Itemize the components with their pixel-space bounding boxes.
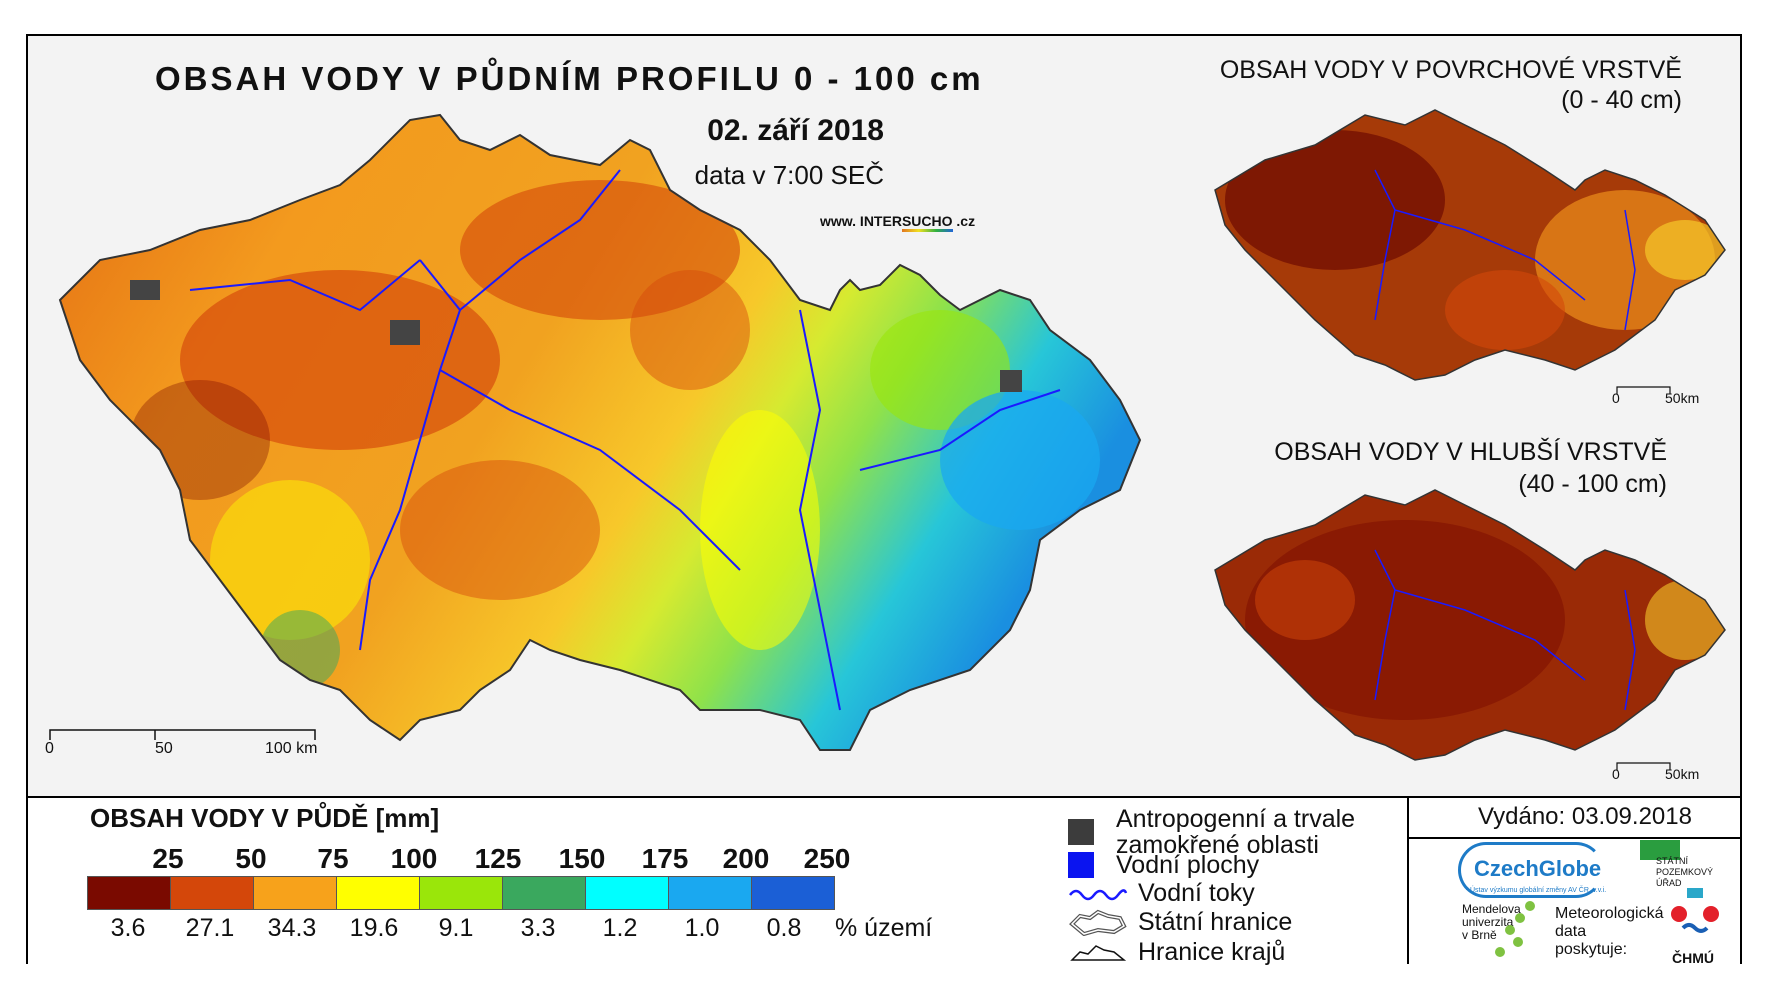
issued-divider	[1409, 837, 1742, 839]
legend-swatch	[669, 877, 752, 909]
legend-river-label: Vodní toky	[1138, 879, 1255, 907]
legend-threshold: 175	[641, 843, 689, 874]
legend-state-border-label: Státní hranice	[1138, 908, 1293, 936]
spu-logo-mark	[1640, 840, 1680, 860]
legend-water-row: Vodní plochy	[1068, 852, 1259, 878]
legend-swatch	[420, 877, 503, 909]
main-scale-bar	[49, 729, 316, 740]
legend-swatch	[752, 877, 834, 909]
mendelu-logo-text-2: univerzita	[1462, 915, 1514, 929]
legend-threshold: 75	[317, 843, 349, 874]
legend-threshold: 250	[803, 843, 851, 874]
chmu-logo-text: ČHMÚ	[1672, 950, 1714, 966]
legend-swatch	[337, 877, 420, 909]
legend-threshold: 100	[390, 843, 438, 874]
legend-threshold: 50	[235, 843, 267, 874]
legend-anthro-label-2: zamokřené oblasti	[1116, 831, 1319, 859]
met-data-text-2: data	[1555, 923, 1587, 940]
chmu-logo-mark	[1671, 888, 1719, 933]
legend-swatch	[88, 877, 171, 909]
legend-threshold: 150	[558, 843, 606, 874]
legend-swatch	[503, 877, 586, 909]
surface-scale-50: 50km	[1665, 390, 1700, 406]
legend-swatch	[254, 877, 337, 909]
legend-threshold: 125	[474, 843, 522, 874]
deep-scale-0: 0	[1612, 766, 1620, 782]
legend-divider	[1407, 796, 1409, 964]
main-soil-water-map	[58, 113, 1142, 751]
issued-date: Vydáno: 03.09.2018	[1478, 803, 1692, 830]
legend-percent: 0.8	[766, 914, 802, 942]
legend-swatch	[586, 877, 669, 909]
water-body-swatch	[1068, 852, 1094, 878]
met-data-text: Meteorologická data poskytuje:	[1555, 905, 1664, 959]
river-line-icon	[1069, 889, 1128, 901]
mendelu-logo-text-1: Mendelova	[1462, 902, 1521, 916]
surface-scale-0: 0	[1612, 390, 1620, 406]
surface-map-subtitle: (0 - 40 cm)	[1561, 86, 1682, 114]
czechglobe-logo-text: CzechGlobe	[1474, 856, 1602, 881]
legend-percent: 27.1	[185, 914, 235, 942]
legend-threshold: 200	[722, 843, 770, 874]
website-link[interactable]: www. INTERSUCHO .cz	[820, 213, 975, 232]
surface-map-title: OBSAH VODY V POVRCHOVÉ VRSTVĚ	[1219, 56, 1682, 84]
met-data-text-3: poskytuje:	[1555, 941, 1628, 958]
deep-map-title: OBSAH VODY V HLUBŠÍ VRSTVĚ	[1274, 438, 1667, 466]
surface-layer-map	[1214, 109, 1726, 381]
legend-unit: % území	[835, 914, 933, 942]
surface-scale-bar	[1616, 386, 1671, 394]
spu-logo-text-3: ÚŘAD	[1656, 878, 1682, 888]
deep-layer-map	[1214, 489, 1726, 761]
legend-percent: 34.3	[267, 914, 317, 942]
main-scale-50: 50	[155, 740, 173, 757]
legend-state-border-row: Státní hranice	[1068, 908, 1292, 936]
anthropogenic-area-swatch	[1068, 819, 1094, 845]
legend-anthro-row: Antropogenní a trvale zamokřené oblasti	[1068, 806, 1355, 858]
mendelu-logo-text-3: v Brně	[1462, 928, 1497, 942]
legend-threshold: 25	[152, 843, 184, 874]
legend-percent: 3.3	[520, 914, 556, 942]
legend-anthro-label-1: Antropogenní a trvale	[1116, 805, 1356, 833]
main-map-time: data v 7:00 SEČ	[694, 160, 884, 190]
deep-scale-50: 50km	[1665, 766, 1700, 782]
spu-logo-text-2: POZEMKOVÝ	[1656, 867, 1714, 877]
main-scale-0: 0	[45, 740, 54, 757]
state-border-icon	[1069, 909, 1127, 936]
legend-percent: 1.2	[602, 914, 638, 942]
met-data-text-1: Meteorologická	[1555, 905, 1664, 922]
czechglobe-subtitle: Ústav výzkumu globální změny AV ČR, v.v.…	[1470, 887, 1607, 894]
legend-percent: 9.1	[438, 914, 474, 942]
czechglobe-logo	[1458, 842, 1604, 898]
legend-percent: 1.0	[684, 914, 720, 942]
legend-title: OBSAH VODY V PŮDĚ [mm]	[90, 803, 440, 833]
spu-logo-text-1: STÁTNÍ	[1656, 856, 1689, 866]
legend-water-label: Vodní plochy	[1116, 851, 1260, 879]
deep-map-subtitle: (40 - 100 cm)	[1518, 470, 1667, 498]
legend-region-border-row: Hranice krajů	[1068, 938, 1285, 966]
region-border-icon	[1070, 945, 1127, 961]
main-map-date: 02. září 2018	[707, 114, 884, 147]
mendelu-logo-mark	[1495, 901, 1535, 957]
main-scale-100: 100 km	[265, 740, 318, 757]
legend-percent: 19.6	[349, 914, 399, 942]
legend-region-border-label: Hranice krajů	[1138, 938, 1286, 966]
legend-river-row: Vodní toky	[1068, 880, 1255, 906]
deep-scale-bar	[1616, 762, 1671, 770]
legend-color-bar	[87, 876, 835, 910]
legend-percent: 3.6	[110, 914, 146, 942]
legend-swatch	[171, 877, 254, 909]
main-map-title: OBSAH VODY V PŮDNÍM PROFILU 0 - 100 cm	[155, 60, 984, 97]
